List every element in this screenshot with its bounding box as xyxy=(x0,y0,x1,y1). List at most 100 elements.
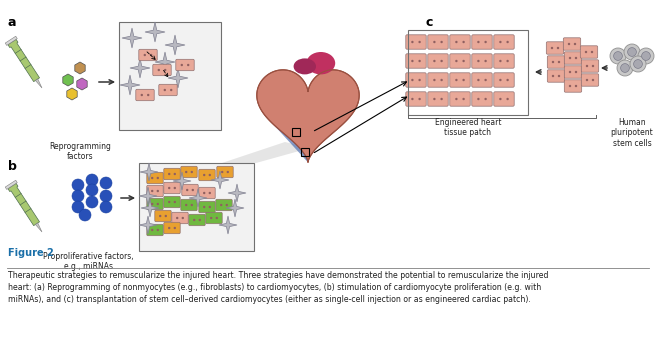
Polygon shape xyxy=(120,75,140,95)
FancyBboxPatch shape xyxy=(406,73,426,87)
Circle shape xyxy=(642,52,650,60)
Circle shape xyxy=(557,47,559,49)
Circle shape xyxy=(159,215,161,217)
Circle shape xyxy=(226,171,229,173)
Circle shape xyxy=(210,217,213,219)
Polygon shape xyxy=(189,189,207,207)
Circle shape xyxy=(185,171,188,173)
Bar xyxy=(408,30,528,115)
Circle shape xyxy=(506,41,509,43)
Circle shape xyxy=(462,60,465,62)
Circle shape xyxy=(621,64,629,72)
Circle shape xyxy=(499,60,502,62)
Polygon shape xyxy=(165,35,185,55)
Circle shape xyxy=(209,192,211,194)
Circle shape xyxy=(100,201,112,213)
Circle shape xyxy=(499,98,502,100)
Circle shape xyxy=(86,174,98,186)
Circle shape xyxy=(151,190,154,192)
Circle shape xyxy=(455,98,458,100)
FancyBboxPatch shape xyxy=(428,35,448,49)
Circle shape xyxy=(174,173,176,175)
Circle shape xyxy=(174,201,176,203)
Circle shape xyxy=(558,75,560,77)
Circle shape xyxy=(455,79,458,81)
Circle shape xyxy=(209,174,211,176)
Polygon shape xyxy=(139,187,157,205)
Circle shape xyxy=(575,71,577,73)
Polygon shape xyxy=(226,199,244,217)
FancyBboxPatch shape xyxy=(472,92,492,106)
Circle shape xyxy=(462,41,465,43)
Circle shape xyxy=(411,98,413,100)
FancyBboxPatch shape xyxy=(136,89,154,101)
Circle shape xyxy=(506,79,509,81)
Text: Figure 2: Figure 2 xyxy=(8,248,54,258)
Circle shape xyxy=(610,48,626,64)
FancyBboxPatch shape xyxy=(159,84,177,96)
Circle shape xyxy=(199,219,201,221)
Polygon shape xyxy=(35,223,42,232)
Circle shape xyxy=(411,41,413,43)
Polygon shape xyxy=(35,79,42,88)
Circle shape xyxy=(433,79,436,81)
Circle shape xyxy=(477,60,480,62)
Polygon shape xyxy=(211,171,229,189)
Circle shape xyxy=(203,206,205,208)
Circle shape xyxy=(151,203,154,205)
FancyBboxPatch shape xyxy=(547,56,565,68)
FancyBboxPatch shape xyxy=(147,172,163,184)
Circle shape xyxy=(584,51,587,53)
Circle shape xyxy=(100,190,112,202)
Polygon shape xyxy=(75,62,85,74)
Polygon shape xyxy=(139,216,157,234)
Text: Human
pluripotent
stem cells: Human pluripotent stem cells xyxy=(611,118,653,148)
Circle shape xyxy=(462,79,465,81)
FancyBboxPatch shape xyxy=(406,35,426,49)
Circle shape xyxy=(592,79,594,81)
FancyBboxPatch shape xyxy=(564,80,582,92)
Circle shape xyxy=(86,196,98,208)
Circle shape xyxy=(477,41,480,43)
Circle shape xyxy=(157,190,159,192)
Polygon shape xyxy=(141,199,159,217)
Polygon shape xyxy=(222,142,310,163)
Polygon shape xyxy=(145,22,165,42)
FancyBboxPatch shape xyxy=(147,198,163,210)
Polygon shape xyxy=(168,68,188,88)
Circle shape xyxy=(191,204,193,206)
Circle shape xyxy=(638,48,654,64)
Circle shape xyxy=(433,98,436,100)
Circle shape xyxy=(569,71,571,73)
Circle shape xyxy=(506,60,509,62)
Polygon shape xyxy=(8,39,39,82)
Circle shape xyxy=(226,204,228,206)
FancyBboxPatch shape xyxy=(164,168,180,180)
Circle shape xyxy=(72,179,84,191)
FancyBboxPatch shape xyxy=(176,59,194,71)
Circle shape xyxy=(165,215,167,217)
Circle shape xyxy=(192,189,194,191)
Circle shape xyxy=(591,51,593,53)
Circle shape xyxy=(613,52,623,60)
Polygon shape xyxy=(8,183,39,226)
Polygon shape xyxy=(155,52,175,72)
Circle shape xyxy=(187,64,190,66)
Polygon shape xyxy=(228,184,246,202)
Circle shape xyxy=(170,89,173,91)
Polygon shape xyxy=(130,58,150,78)
Circle shape xyxy=(558,61,560,63)
Text: b: b xyxy=(8,160,17,173)
FancyBboxPatch shape xyxy=(428,54,448,68)
FancyBboxPatch shape xyxy=(428,73,448,87)
Circle shape xyxy=(144,54,146,56)
Circle shape xyxy=(209,206,211,208)
Circle shape xyxy=(174,187,176,189)
Polygon shape xyxy=(140,163,158,181)
Circle shape xyxy=(147,94,150,96)
Circle shape xyxy=(586,65,588,67)
FancyBboxPatch shape xyxy=(494,35,514,49)
FancyBboxPatch shape xyxy=(147,224,163,236)
FancyBboxPatch shape xyxy=(472,54,492,68)
Circle shape xyxy=(477,98,480,100)
